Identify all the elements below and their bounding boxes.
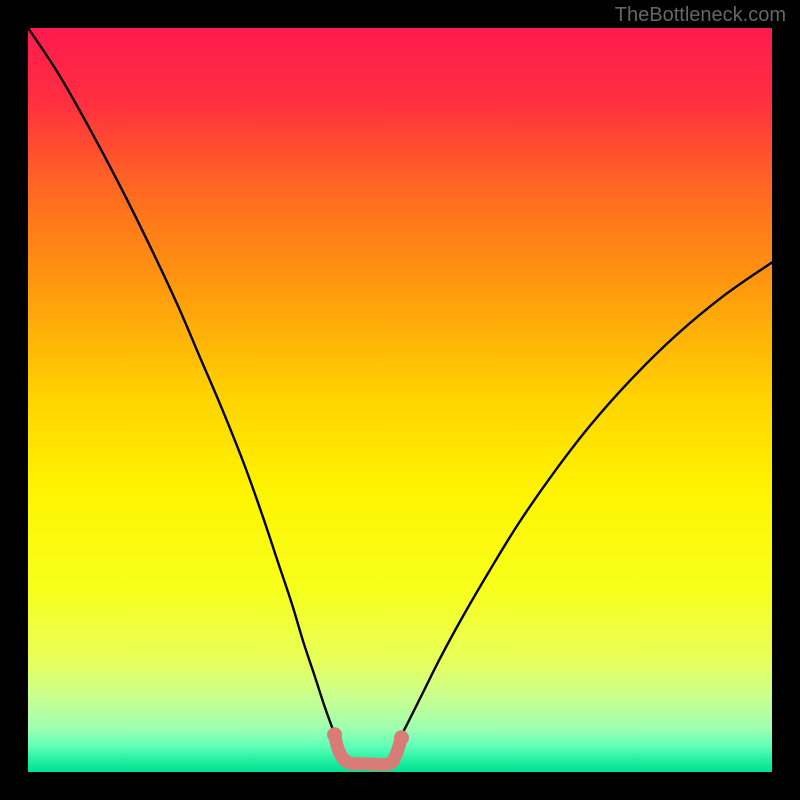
chart-svg: [28, 28, 772, 772]
chart-plot: [28, 28, 772, 772]
bracket-end-dot-0: [327, 727, 342, 742]
watermark-text: TheBottleneck.com: [615, 4, 786, 27]
bracket-end-dot-1: [394, 730, 409, 745]
gradient-background: [28, 28, 772, 772]
